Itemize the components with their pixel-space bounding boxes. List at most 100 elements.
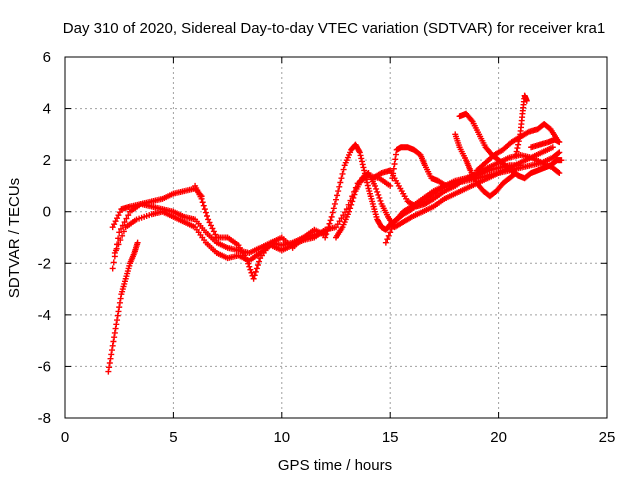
data-point (390, 165, 397, 172)
axes: 0 5 10 15 20 25 -8 -6 -4 -2 0 2 4 6 (38, 49, 616, 446)
data-point (388, 225, 395, 232)
data-point (391, 161, 398, 168)
data-point (356, 149, 363, 156)
data-point (116, 209, 123, 216)
data-point (347, 205, 354, 212)
y-tick-label: 0 (43, 204, 51, 221)
data-point (110, 259, 117, 266)
data-point (555, 150, 562, 157)
y-tick-label: 2 (43, 152, 51, 169)
data-point (244, 257, 251, 264)
data-point (556, 139, 563, 146)
data-point (252, 268, 259, 275)
data-point (325, 224, 332, 231)
data-point (377, 197, 384, 204)
data-point (468, 117, 475, 124)
x-tick-label: 25 (599, 429, 616, 446)
data-point (245, 260, 252, 267)
data-point (116, 299, 123, 306)
y-tick-label: -6 (38, 358, 51, 375)
data-point (348, 201, 355, 208)
data-point (119, 232, 126, 239)
data-point (384, 236, 391, 243)
data-point (121, 219, 128, 226)
data-point (109, 342, 116, 349)
data-point (337, 179, 344, 186)
data-point (382, 239, 389, 246)
data-point (373, 185, 380, 192)
y-tick-label: -8 (38, 410, 51, 427)
data-point (106, 359, 113, 366)
data-point (333, 224, 339, 231)
data-point (340, 212, 347, 219)
series-arc-14 (512, 92, 530, 158)
data-point (327, 217, 334, 224)
data-point (256, 258, 263, 265)
data-point (340, 166, 347, 173)
grid (65, 57, 607, 418)
data-point (346, 208, 353, 215)
data-point (336, 218, 343, 225)
data-point (250, 275, 257, 282)
data-point (374, 188, 381, 195)
data-point (210, 228, 217, 235)
data-point (339, 170, 346, 177)
x-tick-label: 0 (61, 429, 69, 446)
data-point (549, 144, 556, 151)
data-point (322, 234, 329, 241)
data-point (556, 170, 563, 177)
data-point (204, 213, 211, 220)
data-point (392, 151, 399, 158)
data-point (111, 221, 118, 228)
data-point (109, 224, 116, 231)
data-point (114, 312, 121, 319)
data-point (375, 191, 382, 198)
data-point (556, 149, 563, 156)
series-arc-1 (105, 239, 141, 375)
data-point (112, 325, 119, 332)
data-point (360, 164, 367, 171)
series-arc-2 (109, 185, 205, 272)
data-point (111, 334, 118, 341)
data-point (359, 158, 366, 165)
data-point (120, 228, 127, 235)
data-point (251, 272, 258, 279)
data-point (246, 263, 253, 270)
data-point (351, 191, 358, 198)
data-point (356, 148, 363, 155)
data-point (201, 206, 208, 213)
data-point (558, 157, 565, 164)
data-point (350, 194, 357, 201)
data-point (358, 155, 365, 162)
x-tick-label: 20 (490, 429, 507, 446)
data-point (359, 161, 366, 168)
data-point (349, 198, 356, 205)
data-point (112, 218, 119, 225)
data-point (117, 295, 124, 302)
series-arc-12 (456, 110, 565, 182)
data-point (106, 364, 113, 371)
data-point (206, 219, 213, 226)
data-points (105, 92, 565, 375)
x-tick-label: 10 (273, 429, 290, 446)
data-point (364, 182, 371, 189)
data-point (328, 213, 335, 220)
data-point (512, 151, 519, 158)
data-point (111, 329, 118, 336)
data-point (107, 355, 114, 362)
data-point (199, 199, 206, 206)
data-point (125, 212, 132, 219)
series-arc-10 (382, 149, 563, 246)
data-point (523, 97, 530, 104)
data-point (390, 222, 397, 229)
data-point (115, 241, 122, 248)
data-point (329, 209, 336, 216)
data-point (338, 175, 345, 182)
data-point (515, 141, 522, 148)
data-point (372, 182, 379, 189)
data-point (116, 229, 123, 236)
data-point (108, 347, 115, 354)
data-point (114, 317, 121, 324)
x-tick-label: 15 (382, 429, 399, 446)
